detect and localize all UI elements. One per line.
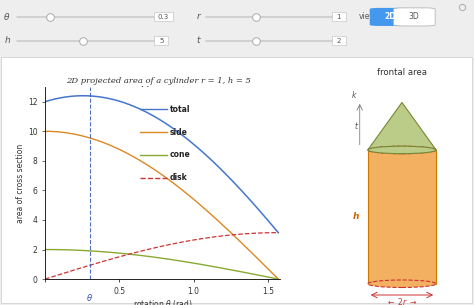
Bar bbox=[368, 150, 436, 284]
side bbox=[189, 196, 195, 199]
cone bbox=[189, 261, 195, 265]
Text: topped by cone t = 2: topped by cone t = 2 bbox=[115, 86, 203, 94]
Text: k: k bbox=[351, 91, 356, 100]
Text: disk: disk bbox=[170, 173, 188, 182]
disk bbox=[42, 277, 48, 281]
Text: t: t bbox=[355, 122, 357, 131]
Text: 1: 1 bbox=[337, 14, 341, 20]
Text: 3D: 3D bbox=[409, 13, 419, 21]
FancyBboxPatch shape bbox=[370, 8, 411, 26]
Text: cone: cone bbox=[170, 150, 191, 160]
disk bbox=[189, 239, 195, 242]
total bbox=[211, 161, 217, 164]
cone bbox=[212, 265, 218, 269]
Text: 2D projected area of a cylinder r = 1, h = 5: 2D projected area of a cylinder r = 1, h… bbox=[66, 77, 251, 85]
Text: view: view bbox=[358, 13, 376, 21]
Bar bbox=[154, 36, 168, 45]
Text: $\theta$: $\theta$ bbox=[3, 11, 11, 23]
side bbox=[118, 148, 124, 152]
Ellipse shape bbox=[368, 146, 436, 154]
disk bbox=[275, 231, 281, 235]
total bbox=[80, 94, 86, 98]
Text: frontal area: frontal area bbox=[377, 68, 427, 77]
total bbox=[42, 100, 48, 103]
Text: 5: 5 bbox=[159, 38, 164, 44]
Line: side: side bbox=[45, 131, 278, 279]
X-axis label: rotation $\theta$ (rad): rotation $\theta$ (rad) bbox=[133, 299, 192, 305]
Text: h: h bbox=[353, 212, 359, 221]
Polygon shape bbox=[368, 102, 436, 150]
side bbox=[135, 157, 140, 161]
Text: t: t bbox=[196, 36, 200, 45]
Text: 2: 2 bbox=[337, 38, 341, 44]
disk bbox=[135, 250, 140, 254]
total bbox=[70, 94, 76, 98]
FancyBboxPatch shape bbox=[393, 8, 435, 26]
Text: h: h bbox=[4, 36, 10, 45]
total bbox=[135, 106, 141, 110]
cone bbox=[275, 277, 281, 281]
disk bbox=[210, 235, 216, 239]
Y-axis label: area of cross section: area of cross section bbox=[16, 143, 25, 223]
Text: r: r bbox=[196, 13, 200, 21]
Text: $\theta$: $\theta$ bbox=[86, 292, 93, 303]
cone bbox=[70, 248, 76, 252]
Line: total: total bbox=[45, 96, 278, 233]
Ellipse shape bbox=[368, 146, 436, 154]
Bar bbox=[332, 36, 346, 45]
Ellipse shape bbox=[368, 280, 436, 288]
Line: disk: disk bbox=[45, 233, 278, 279]
side bbox=[212, 216, 218, 219]
Line: cone: cone bbox=[45, 249, 278, 279]
disk bbox=[70, 268, 76, 272]
cone bbox=[135, 253, 140, 257]
side bbox=[210, 215, 216, 218]
Text: $\leftarrow\ 2r\ \rightarrow$: $\leftarrow\ 2r\ \rightarrow$ bbox=[386, 296, 418, 305]
Text: side: side bbox=[170, 127, 188, 137]
Bar bbox=[154, 13, 173, 21]
disk bbox=[118, 254, 124, 258]
Bar bbox=[332, 13, 346, 21]
total bbox=[212, 162, 218, 165]
Text: 2D: 2D bbox=[385, 13, 396, 21]
side bbox=[70, 132, 76, 136]
side bbox=[275, 277, 281, 281]
disk bbox=[212, 235, 218, 239]
cone bbox=[42, 248, 48, 251]
total bbox=[190, 141, 195, 145]
cone bbox=[118, 251, 124, 255]
total bbox=[119, 100, 125, 104]
Text: total: total bbox=[170, 105, 190, 113]
side bbox=[42, 129, 48, 133]
Text: 0.3: 0.3 bbox=[158, 14, 169, 20]
cone bbox=[210, 265, 216, 268]
total bbox=[275, 231, 281, 235]
